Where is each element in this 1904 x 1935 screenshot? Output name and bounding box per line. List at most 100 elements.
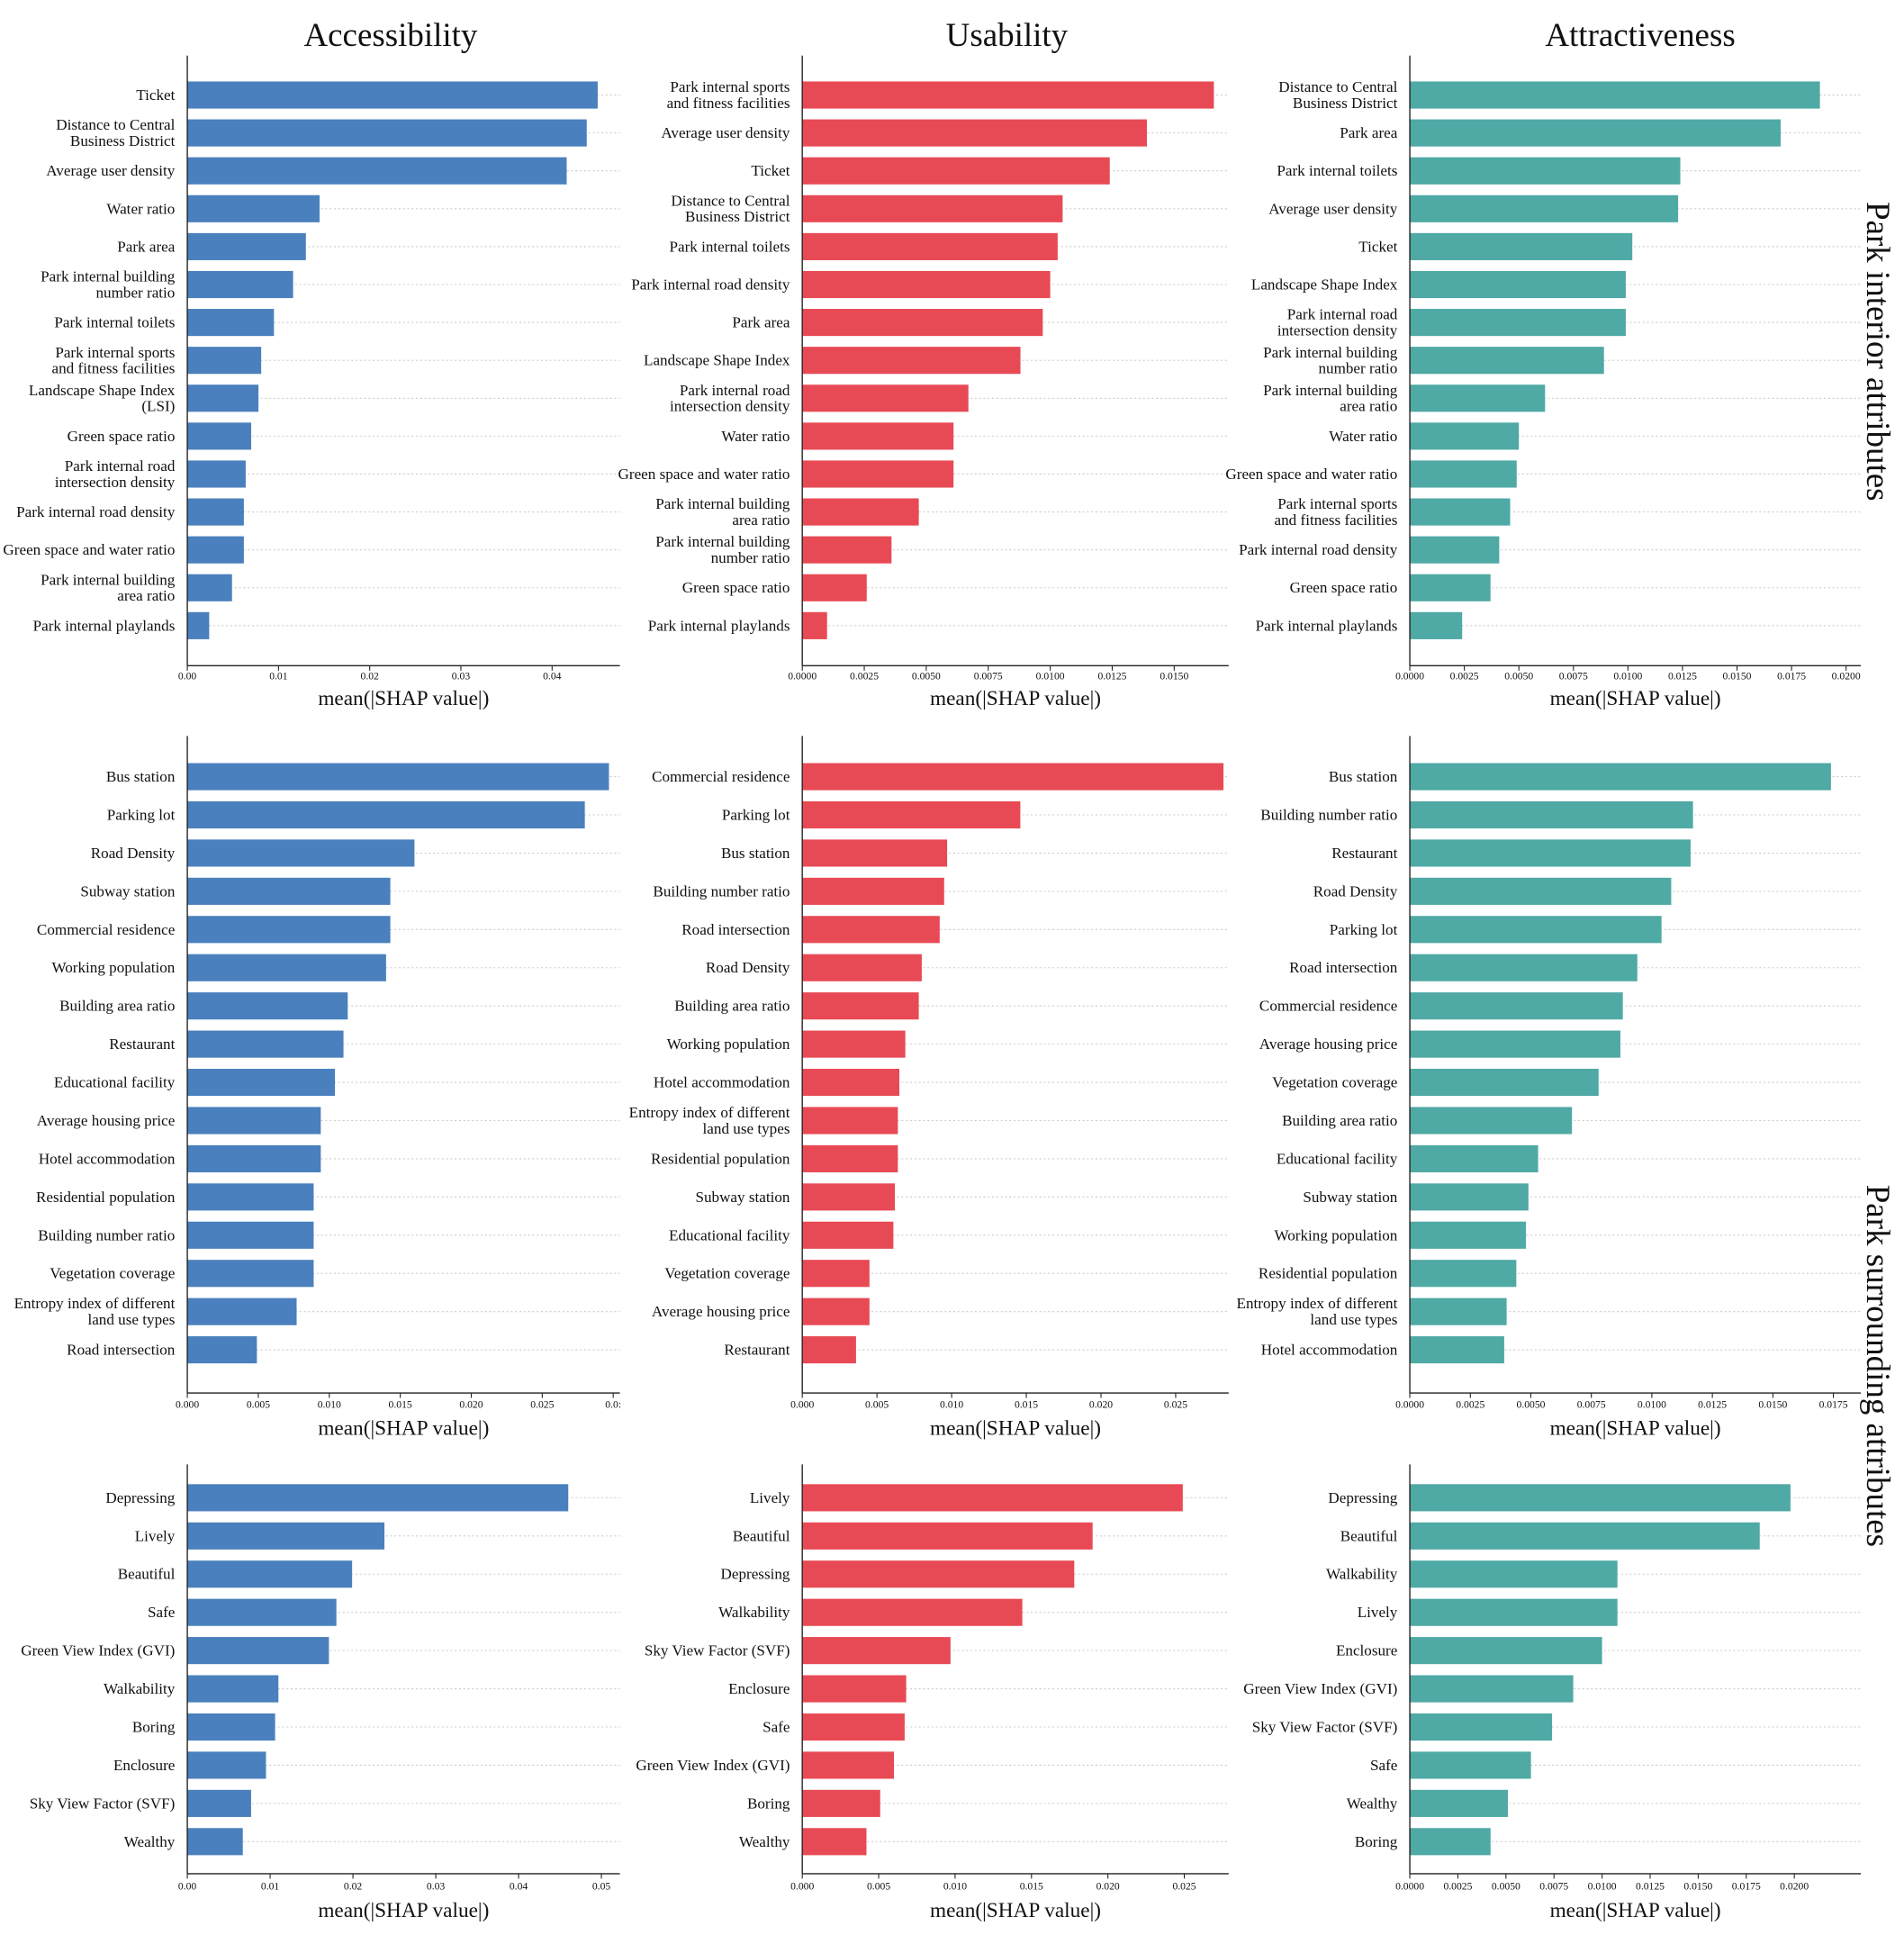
x-tick-label: 0.0025: [850, 670, 879, 682]
category-label-line: Wealthy: [1347, 1795, 1398, 1812]
category-label: Enclosure: [728, 1680, 790, 1697]
category-label: Beautiful: [733, 1527, 790, 1544]
bar: [802, 1030, 906, 1058]
category-label-line: Green space and water ratio: [3, 541, 175, 558]
category-label-line: Depressing: [1328, 1489, 1397, 1506]
bar: [187, 1751, 266, 1779]
bar: [187, 839, 415, 867]
category-label-line: Building area ratio: [674, 998, 790, 1015]
category-label: Park internal road intersection density: [55, 457, 176, 491]
bar: [802, 992, 919, 1020]
x-axis-label: mean(|SHAP value|): [930, 1899, 1101, 1922]
category-label-line: Parking lot: [107, 806, 176, 823]
category-label: Educational facility: [669, 1226, 790, 1243]
category-label: Distance to Central Business District: [56, 116, 175, 149]
category-label-line: Subway station: [1303, 1189, 1397, 1206]
category-label-line: Park internal building: [1263, 344, 1398, 361]
category-label-line: Wealthy: [739, 1833, 790, 1850]
x-tick-label: 0.0175: [1819, 1398, 1848, 1410]
category-label: Park area: [1340, 124, 1398, 141]
category-label-line: Lively: [750, 1489, 790, 1506]
category-label-line: Depressing: [721, 1566, 790, 1583]
bar: [187, 309, 275, 337]
category-label: Park internal building number ratio: [41, 268, 176, 302]
category-label-line: Road Density: [1313, 882, 1398, 900]
bar: [187, 1560, 353, 1588]
category-label: Commercial residence: [37, 921, 175, 938]
x-axis-label: mean(|SHAP value|): [1550, 687, 1721, 710]
category-label: Green space ratio: [682, 579, 790, 596]
category-label: Landscape Shape Index: [1251, 276, 1398, 293]
category-label-line: Park internal road: [1287, 306, 1398, 323]
category-label: Depressing: [105, 1489, 175, 1506]
bar: [187, 1030, 344, 1058]
category-label: Average housing price: [37, 1112, 176, 1129]
category-label-line: Road intersection: [67, 1342, 176, 1359]
category-label: Green View Index (GVI): [1243, 1680, 1397, 1697]
x-tick-label: 0.0125: [1097, 670, 1126, 682]
category-label-line: Restaurant: [109, 1035, 175, 1053]
category-label: Residential population: [651, 1150, 790, 1167]
category-label-line: land use types: [703, 1120, 790, 1137]
bar: [187, 1107, 321, 1135]
category-label: Parking lot: [722, 806, 790, 823]
category-label-line: Commercial residence: [652, 768, 790, 785]
category-label-line: Road Density: [91, 845, 176, 862]
bar: [187, 384, 259, 412]
category-label: Wealthy: [739, 1833, 790, 1850]
category-label-line: Restaurant: [724, 1342, 790, 1359]
x-tick-label: 0.04: [543, 670, 562, 682]
panel-accessibility-row3: Depressing Lively Beautiful Safe Green View …: [21, 1464, 620, 1922]
x-tick-label: 0.03: [427, 1881, 446, 1893]
x-axis-label: mean(|SHAP value|): [318, 1417, 489, 1441]
category-label-line: Park internal road density: [16, 503, 176, 520]
bar: [1410, 611, 1463, 639]
bar: [802, 1183, 896, 1211]
category-label-line: Safe: [1370, 1757, 1397, 1774]
category-label: Water ratio: [106, 200, 175, 217]
bar: [187, 119, 587, 147]
category-label-line: Depressing: [105, 1489, 175, 1506]
category-label: Green space and water ratio: [618, 466, 790, 483]
category-label: Park internal building area ratio: [655, 495, 790, 529]
category-label-line: Green space ratio: [68, 428, 176, 445]
category-label: Green View Index (GVI): [21, 1642, 175, 1659]
bar: [187, 1221, 314, 1249]
bar: [1410, 1675, 1574, 1703]
category-label-line: Safe: [148, 1604, 175, 1621]
category-label: Water ratio: [721, 428, 790, 445]
x-axis-label: mean(|SHAP value|): [930, 687, 1101, 710]
category-label: Commercial residence: [652, 768, 790, 785]
category-label-line: intersection density: [55, 474, 176, 491]
category-label: Beautiful: [118, 1566, 176, 1583]
category-label-line: Average user density: [661, 124, 790, 141]
category-label-line: Boring: [132, 1718, 176, 1735]
x-tick-label: 0.0000: [1395, 1881, 1424, 1893]
x-tick-label: 0.015: [389, 1398, 412, 1410]
category-label-line: Walkability: [104, 1680, 176, 1697]
bar: [1410, 1183, 1529, 1211]
category-label-line: Hotel accommodation: [654, 1074, 790, 1091]
category-label-line: Ticket: [136, 86, 175, 104]
category-label-line: Park internal road density: [631, 276, 790, 293]
category-label: Park internal toilets: [54, 314, 175, 331]
category-label: Restaurant: [724, 1342, 790, 1359]
category-label: Lively: [1358, 1604, 1398, 1621]
category-label-line: Lively: [135, 1527, 176, 1544]
category-label: Bus station: [1329, 768, 1398, 785]
category-label: Educational facility: [54, 1074, 176, 1091]
bar: [187, 1637, 329, 1665]
bar: [187, 992, 348, 1020]
category-label: Park internal playlands: [648, 617, 790, 634]
category-label: Bus station: [106, 768, 176, 785]
category-label-line: and fitness facilities: [1275, 511, 1398, 529]
x-tick-label: 0.0150: [1160, 670, 1188, 682]
bar: [1410, 119, 1781, 147]
category-label: Road Density: [1313, 882, 1398, 900]
category-label: Educational facility: [1277, 1150, 1398, 1167]
category-label: Road intersection: [67, 1342, 176, 1359]
category-label-line: Hotel accommodation: [1261, 1342, 1398, 1359]
x-tick-label: 0.0200: [1832, 670, 1861, 682]
category-label: Park internal playlands: [33, 617, 176, 634]
x-tick-label: 0.0150: [1683, 1881, 1712, 1893]
